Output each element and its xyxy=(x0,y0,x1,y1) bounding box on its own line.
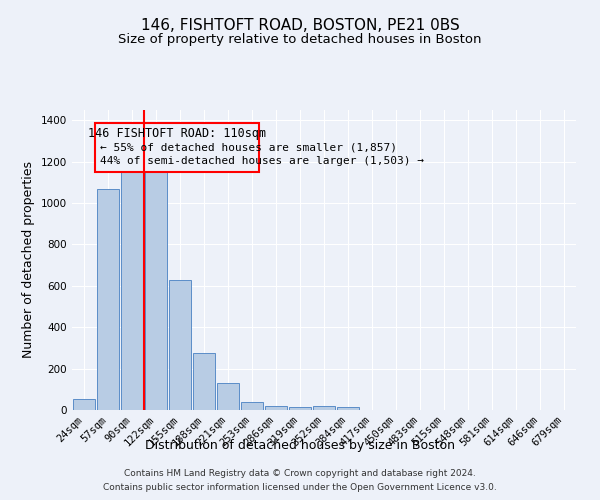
Text: Contains public sector information licensed under the Open Government Licence v3: Contains public sector information licen… xyxy=(103,484,497,492)
Bar xyxy=(313,406,335,410)
Bar xyxy=(241,402,263,410)
Text: ← 55% of detached houses are smaller (1,857): ← 55% of detached houses are smaller (1,… xyxy=(100,142,397,152)
Y-axis label: Number of detached properties: Number of detached properties xyxy=(22,162,35,358)
Bar xyxy=(97,188,119,410)
FancyBboxPatch shape xyxy=(95,123,259,172)
Text: Contains HM Land Registry data © Crown copyright and database right 2024.: Contains HM Land Registry data © Crown c… xyxy=(124,468,476,477)
Bar xyxy=(73,398,95,410)
Bar xyxy=(121,172,143,410)
Bar xyxy=(289,407,311,410)
Bar xyxy=(169,280,191,410)
Text: 146, FISHTOFT ROAD, BOSTON, PE21 0BS: 146, FISHTOFT ROAD, BOSTON, PE21 0BS xyxy=(140,18,460,32)
Text: Distribution of detached houses by size in Boston: Distribution of detached houses by size … xyxy=(145,438,455,452)
Bar xyxy=(217,383,239,410)
Text: 44% of semi-detached houses are larger (1,503) →: 44% of semi-detached houses are larger (… xyxy=(100,156,424,166)
Bar xyxy=(145,171,167,410)
Bar xyxy=(265,406,287,410)
Bar xyxy=(193,353,215,410)
Bar xyxy=(337,407,359,410)
Text: Size of property relative to detached houses in Boston: Size of property relative to detached ho… xyxy=(118,32,482,46)
Text: 146 FISHTOFT ROAD: 110sqm: 146 FISHTOFT ROAD: 110sqm xyxy=(88,126,266,140)
